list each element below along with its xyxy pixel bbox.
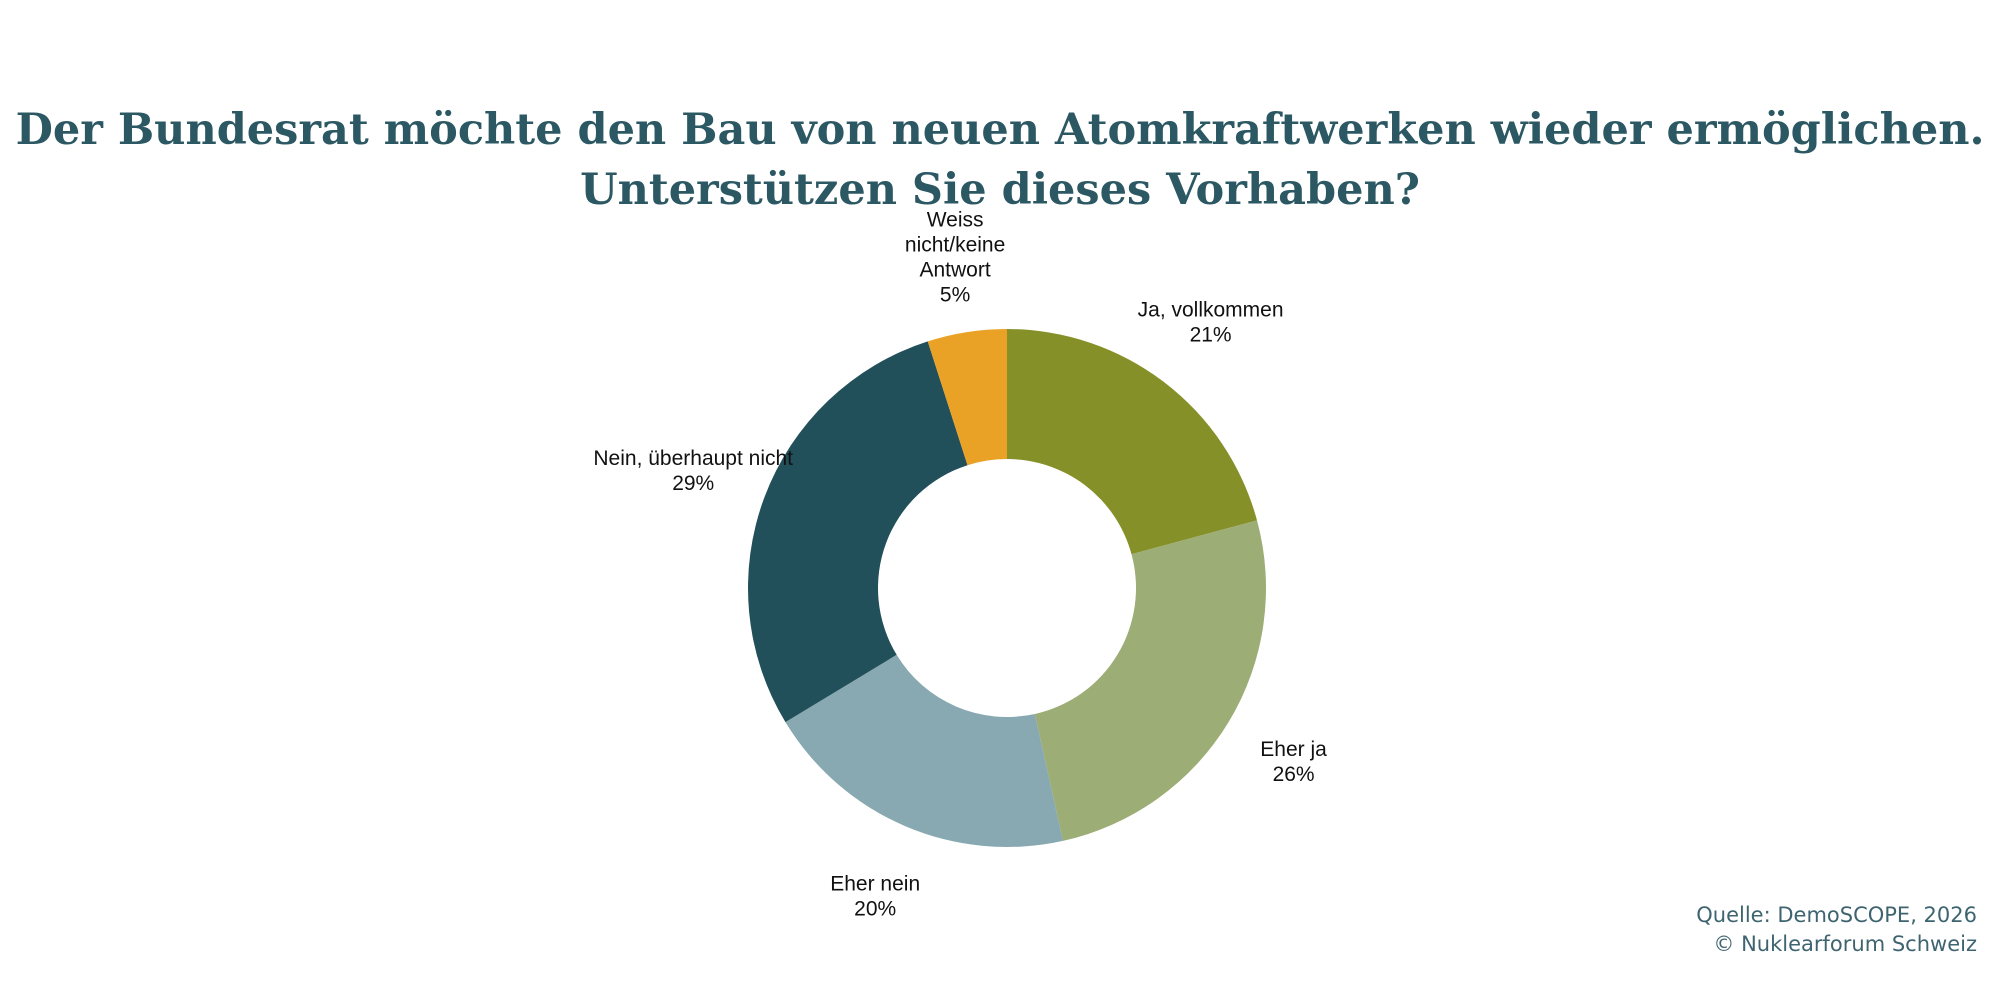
source-note: Quelle: DemoSCOPE, 2026 © Nuklearforum S… (1696, 901, 1977, 959)
slice-label-weiss-nicht-keine-antwort: Weiss nicht/keine Antwort 5% (905, 209, 1005, 307)
copyright-text: © Nuklearforum Schweiz (1713, 932, 1977, 956)
slice-nein-überhaupt-nicht (748, 341, 968, 723)
slice-label-ja-vollkommen: Ja, vollkommen 21% (1138, 298, 1284, 346)
slice-eher-ja (1034, 520, 1266, 841)
slice-label-eher-ja: Eher ja 26% (1260, 738, 1327, 786)
slice-ja-vollkommen (1007, 329, 1258, 555)
slice-label-nein-überhaupt-nicht: Nein, überhaupt nicht 29% (593, 447, 793, 495)
donut-labels: Ja, vollkommen 21% Eher ja 26% Eher nein 20% N… (593, 209, 1327, 921)
chart-title-line-2: Unterstützen Sie dieses Vorhaben? (580, 165, 1420, 215)
source-text: Quelle: DemoSCOPE, 2026 (1696, 903, 1977, 927)
chart-title: Der Bundesrat möchte den Bau von neuen A… (0, 100, 2000, 220)
slice-label-eher-nein: Eher nein 20% (830, 872, 920, 920)
chart-title-line-1: Der Bundesrat möchte den Bau von neuen A… (15, 105, 1985, 155)
slice-weiss-nicht-keine-antwort (927, 329, 1007, 466)
donut-slices (748, 329, 1266, 847)
slice-eher-nein (785, 654, 1063, 847)
